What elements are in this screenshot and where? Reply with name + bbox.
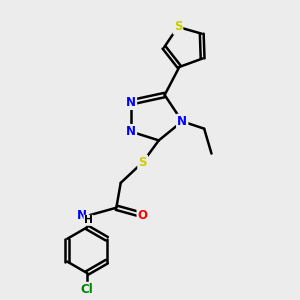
Text: S: S bbox=[174, 20, 182, 33]
Text: S: S bbox=[138, 156, 147, 169]
Text: N: N bbox=[126, 96, 136, 109]
Text: Cl: Cl bbox=[81, 283, 93, 296]
Text: N: N bbox=[177, 115, 187, 128]
Text: H: H bbox=[84, 215, 93, 225]
Text: O: O bbox=[138, 208, 148, 222]
Text: N: N bbox=[126, 125, 136, 138]
Text: N: N bbox=[77, 208, 87, 222]
